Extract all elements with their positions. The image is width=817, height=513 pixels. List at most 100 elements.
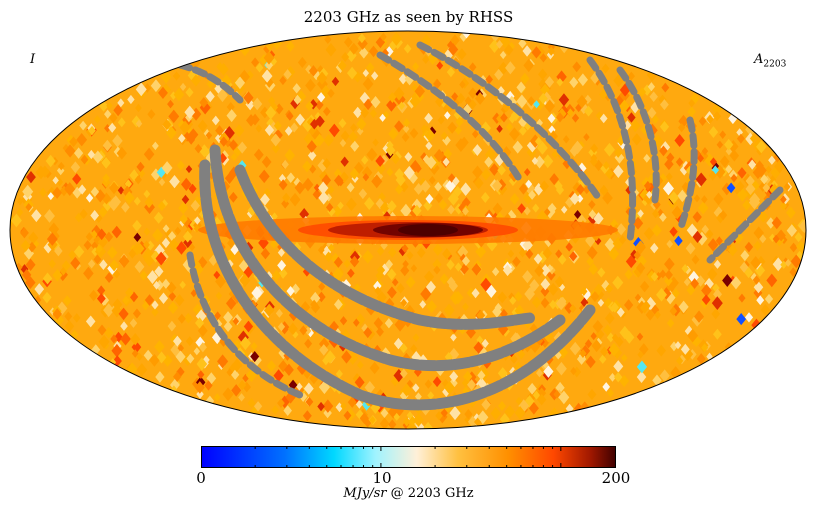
sky-pixel [205, 90, 215, 103]
sky-pixel [638, 343, 649, 356]
sky-pixel [57, 161, 65, 171]
sky-pixel [390, 31, 402, 46]
sky-pixel [510, 354, 518, 364]
sky-pixel [735, 180, 745, 192]
sky-pixel [724, 138, 734, 151]
sky-pixel [270, 57, 278, 66]
sky-pixel [419, 300, 427, 309]
sky-pixel [434, 181, 443, 192]
sky-pixel [76, 132, 88, 147]
sky-pixel [73, 245, 85, 259]
sky-pixel [608, 372, 617, 382]
sky-pixel [132, 308, 142, 319]
sky-pixel [701, 147, 709, 156]
sky-pixel [539, 180, 550, 193]
sky-pixel [202, 355, 210, 365]
sky-pixel [271, 269, 282, 282]
sky-pixel [565, 242, 573, 252]
sky-pixel [584, 105, 593, 117]
sky-pixel [327, 243, 335, 253]
sky-pixel [597, 267, 606, 278]
sky-pixel [516, 94, 528, 109]
sky-pixel [247, 398, 256, 409]
sky-pixel [400, 298, 408, 308]
sky-pixel [606, 332, 615, 343]
sky-pixel [586, 245, 598, 260]
sky-pixel [270, 133, 281, 147]
sky-pixel [143, 227, 151, 236]
sky-pixel [132, 219, 142, 232]
sky-pixel [695, 172, 707, 187]
sky-pixel [599, 354, 607, 364]
sky-pixel [536, 368, 543, 378]
sky-pixel [305, 101, 314, 112]
sky-pixel [354, 376, 365, 389]
sky-pixel [117, 117, 126, 128]
sky-pixel [131, 349, 139, 358]
sky-pixel [500, 112, 508, 123]
sky-pixel [283, 363, 294, 377]
sky-pixel [403, 118, 411, 128]
sky-pixel [659, 99, 669, 111]
sky-pixel [633, 265, 644, 278]
sky-pixel [360, 107, 369, 119]
sky-pixel [23, 247, 35, 260]
sky-pixel [701, 224, 709, 235]
sky-pixel [394, 120, 404, 133]
sky-pixel [547, 46, 555, 56]
sky-pixel [531, 296, 542, 309]
sky-pixel [454, 262, 463, 272]
sky-pixel [459, 263, 469, 275]
sky-pixel [727, 243, 738, 257]
sky-pixel [600, 346, 609, 357]
sky-pixel [355, 399, 363, 409]
sky-pixel [69, 136, 78, 148]
sky-pixel [118, 254, 130, 269]
sky-pixel [255, 62, 264, 73]
sky-pixel [99, 259, 108, 270]
sky-pixel [52, 308, 62, 320]
sky-pixel [432, 376, 442, 388]
sky-pixel [448, 347, 460, 362]
sky-pixel [165, 126, 177, 140]
sky-pixel [790, 254, 802, 269]
sky-pixel [305, 64, 313, 75]
sky-pixel [515, 396, 523, 406]
masked-arc [209, 144, 566, 372]
sky-pixel [45, 154, 56, 168]
sky-pixel [217, 88, 228, 103]
sky-pixel [711, 308, 721, 320]
sky-pixel [690, 278, 699, 289]
sky-pixel [379, 417, 390, 429]
sky-pixel [414, 84, 426, 98]
sky-pixel [766, 217, 776, 229]
sky-pixel [155, 371, 165, 383]
sky-pixel [357, 33, 366, 44]
sky-pixel [486, 284, 497, 298]
sky-pixel [711, 102, 723, 116]
sky-pixel [413, 413, 424, 427]
sky-pixel [228, 139, 238, 151]
sky-pixel [16, 197, 24, 206]
sky-pixel [231, 384, 242, 397]
sky-pixel [372, 138, 379, 147]
sky-pixel [447, 204, 455, 215]
sky-pixel [48, 222, 60, 236]
sky-pixel [650, 271, 659, 282]
sky-pixel [131, 340, 142, 354]
sky-pixel [601, 63, 610, 74]
sky-pixel [796, 240, 806, 253]
sky-pixel [709, 157, 717, 167]
sky-pixel [473, 177, 484, 190]
sky-pixel [504, 44, 514, 56]
sky-pixel [310, 301, 321, 314]
sky-pixel [304, 338, 313, 349]
sky-pixel [118, 307, 129, 321]
colorbar-unit-suffix: @ 2203 GHz [390, 486, 474, 501]
sky-pixel [638, 87, 647, 97]
sky-pixel [585, 234, 596, 248]
sky-pixel [409, 127, 419, 139]
sky-pixel [548, 282, 559, 296]
sky-pixel [154, 265, 164, 278]
sky-pixel [177, 344, 185, 353]
